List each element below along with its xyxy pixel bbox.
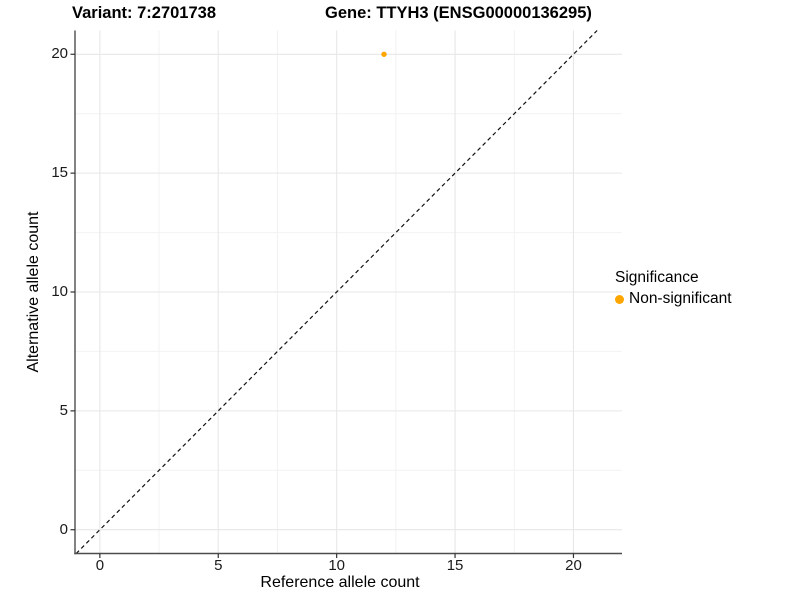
x-tick-label: 20	[565, 557, 582, 574]
legend-item-label: Non-significant	[629, 290, 732, 307]
legend-title: Significance	[615, 269, 699, 286]
y-axis-title: Alternative allele count	[25, 211, 42, 373]
x-tick-label: 5	[214, 557, 223, 574]
data-point	[381, 51, 387, 57]
x-tick-label: 15	[446, 557, 464, 574]
y-tick-label: 15	[51, 164, 68, 182]
y-tick-label: 0	[59, 520, 68, 538]
y-tick-label: 20	[51, 45, 68, 63]
legend-key-dot	[615, 294, 624, 304]
x-tick-label: 0	[95, 557, 105, 574]
y-tick-label: 5	[59, 401, 68, 419]
variant-title: Variant: 7:2701738	[72, 4, 217, 22]
legend: Significance Non-significant	[615, 269, 732, 308]
gene-title: Gene: TTYH3 (ENSG00000136295)	[325, 4, 592, 22]
y-tick-label: 10	[51, 283, 68, 300]
x-axis-title: Reference allele count	[260, 574, 420, 591]
x-tick-label: 10	[328, 557, 345, 574]
identity-line	[75, 30, 598, 554]
legend-item-non-significant: Non-significant	[615, 290, 732, 308]
